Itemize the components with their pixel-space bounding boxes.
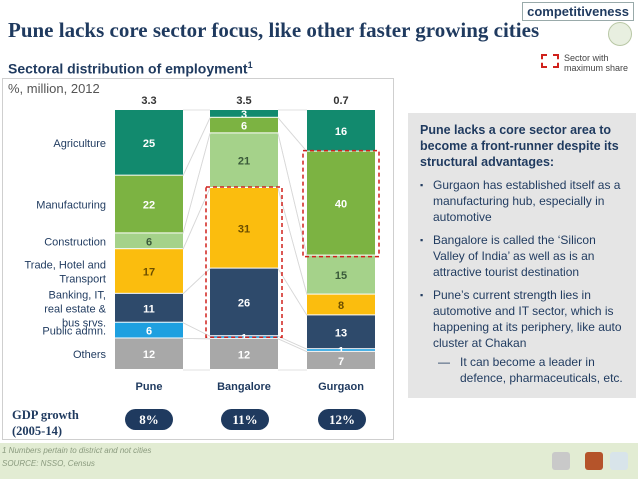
footnote: 1 Numbers pertain to district and not ci… — [2, 446, 152, 455]
chart-frame — [2, 78, 394, 440]
connector-line — [277, 117, 308, 152]
series-label-others: Others — [73, 349, 107, 361]
data-label-pune-others: 12 — [143, 349, 155, 361]
data-label-pune-trade-hotel-and-transport: 17 — [143, 267, 155, 279]
data-label-bangalore-others: 12 — [238, 349, 250, 361]
bar-segment-bangalore-trade-hotel-and-transport — [210, 188, 278, 268]
total-label-bangalore: 3.5 — [236, 95, 251, 107]
bar-segment-pune-construction — [115, 233, 183, 249]
series-label-manufacturing: Manufacturing — [36, 200, 106, 212]
data-label-pune-agriculture: 25 — [143, 138, 155, 150]
data-label-gurgaon-others: 7 — [338, 356, 344, 368]
bar-segment-gurgaon-public-admn — [307, 349, 375, 351]
smart-city-logo-icon — [610, 452, 628, 470]
data-label-gurgaon-manufacturing: 40 — [335, 199, 347, 211]
category-label-pune: Pune — [136, 381, 163, 393]
connector-line — [277, 338, 308, 353]
data-label-bangalore-construction: 21 — [238, 156, 250, 168]
bullet-bangalore: ▪ Bangalore is called the ‘Silicon Valley… — [420, 233, 596, 279]
connector-line — [277, 268, 308, 316]
bullet-icon: ▪ — [420, 290, 424, 300]
bullet-icon: ▪ — [420, 180, 424, 190]
bullet-pune: ▪ Pune’s current strength lies in automot… — [420, 288, 622, 350]
gdp-pill-bangalore: 11% — [221, 409, 269, 430]
bar-segment-gurgaon-trade-hotel-and-transport — [307, 294, 375, 315]
bar-segment-bangalore-others — [210, 338, 278, 369]
data-label-bangalore-banking-it-real-estate-bus-srvs: 26 — [238, 297, 250, 309]
connector-line — [277, 187, 308, 295]
total-label-pune: 3.3 — [141, 95, 156, 107]
max-share-highlight-bangalore — [205, 186, 283, 338]
total-label-gurgaon: 0.7 — [333, 95, 348, 107]
bar-segment-gurgaon-manufacturing — [307, 151, 375, 255]
data-label-bangalore-trade-hotel-and-transport: 31 — [238, 223, 250, 235]
data-label-pune-construction: 6 — [146, 236, 152, 248]
legend-label: Sector with maximum share — [564, 53, 629, 73]
series-label-banking-it-real-estate-bus-srvs: Banking, IT, real estate & bus srvs. — [44, 289, 106, 329]
gdp-pill-gurgaon: 12% — [318, 409, 366, 430]
bar-segment-bangalore-public-admn — [210, 336, 278, 338]
data-label-bangalore-agriculture: 3 — [241, 109, 247, 121]
series-label-agriculture: Agriculture — [53, 138, 106, 150]
slide-title: Pune lacks core sector focus, like other… — [8, 18, 540, 42]
dash-icon: — — [438, 355, 450, 369]
bar-segment-pune-public-admn — [115, 322, 183, 338]
gdp-growth-label: GDP growth (2005-14) — [12, 408, 79, 438]
stacked-bar-chart: 2522617116123.3Pune362131261123.5Bangalo… — [24, 95, 380, 393]
connector-line — [182, 322, 211, 337]
series-label-construction: Construction — [44, 236, 106, 248]
data-label-bangalore-manufacturing: 6 — [241, 121, 247, 133]
data-label-gurgaon-trade-hotel-and-transport: 8 — [338, 300, 344, 312]
city-logo-icon — [585, 452, 603, 470]
bar-segment-pune-trade-hotel-and-transport — [115, 249, 183, 293]
insight-panel: Pune lacks a core sector area to become … — [408, 113, 636, 398]
bar-segment-bangalore-agriculture — [210, 110, 278, 117]
data-label-pune-public-admn: 6 — [146, 326, 152, 338]
panel-heading: Pune lacks a core sector area to become … — [420, 123, 619, 169]
brand-logo-icon — [608, 22, 632, 46]
data-label-gurgaon-agriculture: 16 — [335, 126, 347, 138]
bar-segment-bangalore-manufacturing — [210, 117, 278, 133]
footer-band — [0, 443, 638, 479]
bar-segment-gurgaon-banking-it-real-estate-bus-srvs — [307, 315, 375, 349]
bar-segment-pune-manufacturing — [115, 175, 183, 233]
data-label-pune-manufacturing: 22 — [143, 200, 155, 212]
gdp-pill-pune: 8% — [125, 409, 173, 430]
category-label-bangalore: Bangalore — [217, 381, 271, 393]
bar-segment-bangalore-construction — [210, 133, 278, 187]
bar-segment-gurgaon-construction — [307, 255, 375, 294]
bullet-gurgaon: ▪ Gurgaon has established itself as a man… — [420, 178, 621, 224]
connector-line — [277, 335, 308, 350]
sub-bullet: — It can become a leader in defence, phar… — [438, 355, 623, 385]
brand-tag: competitiveness — [522, 2, 634, 21]
bar-segment-pune-banking-it-real-estate-bus-srvs — [115, 293, 183, 322]
chart-title: Sectoral distribution of employment1 — [8, 60, 253, 77]
bar-segment-gurgaon-agriculture — [307, 110, 375, 151]
bar-segment-gurgaon-others — [307, 351, 375, 369]
connector-line — [277, 133, 308, 256]
series-label-public-admn: Public admn. — [42, 326, 106, 338]
connector-line — [182, 117, 211, 176]
data-label-pune-banking-it-real-estate-bus-srvs: 11 — [143, 303, 155, 315]
category-label-gurgaon: Gurgaon — [318, 381, 364, 393]
data-label-gurgaon-public-admn: 1 — [338, 346, 344, 358]
data-label-bangalore-public-admn: 1 — [241, 333, 247, 345]
bar-segment-bangalore-banking-it-real-estate-bus-srvs — [210, 268, 278, 336]
bar-segment-pune-agriculture — [115, 110, 183, 175]
source-note: SOURCE: NSSO, Census — [2, 459, 95, 468]
chart-subtitle: %, million, 2012 — [8, 81, 100, 96]
emblem-logo-icon — [552, 452, 570, 470]
legend-swatch-icon — [541, 54, 559, 68]
connector-line — [182, 133, 211, 234]
bar-segment-pune-others — [115, 338, 183, 369]
series-label-trade-hotel-and-transport: Trade, Hotel and Transport — [24, 260, 106, 286]
data-label-gurgaon-construction: 15 — [335, 270, 347, 282]
bullet-icon: ▪ — [420, 235, 424, 245]
max-share-highlight-gurgaon — [302, 149, 380, 258]
data-label-gurgaon-banking-it-real-estate-bus-srvs: 13 — [335, 327, 347, 339]
